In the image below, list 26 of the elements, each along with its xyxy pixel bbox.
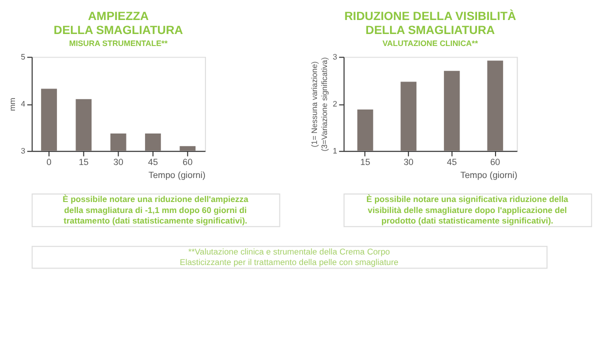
y-tick-label: 2 xyxy=(332,99,338,108)
y-axis-title: mm xyxy=(8,97,17,111)
x-tick-label: 45 xyxy=(148,157,158,168)
x-tick-label: 30 xyxy=(113,157,124,168)
x-tick-label: 15 xyxy=(78,157,89,168)
y-tick-label: 4 xyxy=(20,99,26,108)
x-tick-label: 45 xyxy=(446,157,457,168)
text: È possibile notare una significativa riduzione della visibilità delle smagliature dopo l'applicazione del prodotto (dati statisticamente significativi). xyxy=(366,194,569,226)
chart-subtitle: MISURA STRUMENTALE** xyxy=(69,38,168,48)
x-tick-label: 0 xyxy=(46,157,52,168)
chart-subtitle: VALUTAZIONE CLINICA** xyxy=(382,38,479,48)
y-tick-label: 3 xyxy=(332,52,338,62)
chart-title: RIDUZIONE DELLA VISIBILITÀ DELLA SMAGLIATURA xyxy=(344,9,516,38)
y-tick-label: 3 xyxy=(20,146,26,156)
y-axis-title: (1= Nessuna variazione) (3=Variazione significativa) xyxy=(310,56,329,152)
x-tick-label: 15 xyxy=(360,157,370,168)
x-axis-title: Tempo (giorni) xyxy=(460,170,518,180)
y-tick-label: 1 xyxy=(332,146,338,156)
x-axis-title: Tempo (giorni) xyxy=(148,170,206,180)
chart-title: AMPIEZZA DELLA SMAGLIATURA xyxy=(54,9,184,38)
x-tick-label: 30 xyxy=(404,157,414,168)
text: È possibile notare una riduzione dell'ampiezza della smagliatura di -1,1 mm dopo 60 giorni di trattamento (dati statisticamente significativi). xyxy=(62,194,249,226)
x-tick-label: 60 xyxy=(490,157,500,168)
y-tick-label: 5 xyxy=(20,52,26,62)
text: **Valutazione clinica e strumentale della Crema Corpo Elasticizzante per il trattamento della pelle con smagliature xyxy=(180,246,399,268)
x-tick-label: 60 xyxy=(182,157,193,168)
